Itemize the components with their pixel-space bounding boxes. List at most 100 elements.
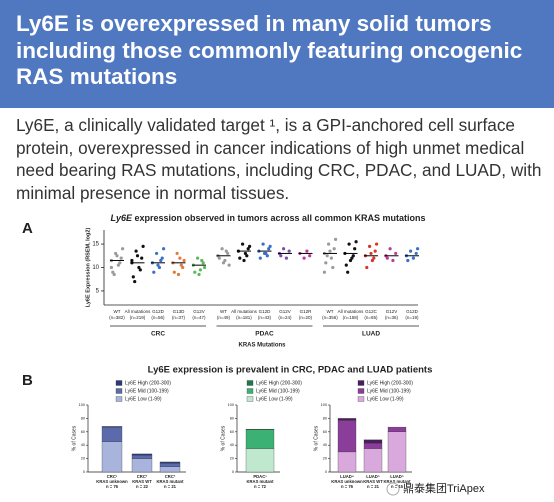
dot: [217, 256, 221, 260]
dot: [344, 263, 348, 267]
bar-segment: [101, 426, 123, 442]
dot: [394, 251, 398, 256]
dot: [196, 256, 200, 260]
dot: [112, 272, 116, 277]
dot: [172, 270, 176, 274]
panel-label: B: [22, 372, 33, 389]
category-name: G13D: [173, 309, 186, 314]
dot: [175, 251, 179, 256]
y-tick-label: 60: [81, 430, 85, 434]
bar-segment: [337, 418, 357, 421]
category-label: n = 21: [367, 484, 380, 489]
dot: [350, 256, 354, 260]
dot: [130, 258, 134, 263]
title-text: expression observed in tumors across all…: [132, 213, 426, 223]
dot: [328, 249, 332, 253]
category-n: (n=19): [405, 315, 419, 320]
category-label: n = 22: [136, 484, 149, 489]
dot: [365, 265, 369, 270]
category-name: G12D: [259, 309, 272, 314]
category-label: KRAS mutant: [157, 479, 185, 484]
category-label: n = 76: [341, 484, 354, 489]
y-axis-label: % of Cases: [313, 425, 319, 451]
dot: [245, 254, 249, 258]
category-label: LUAD⁴: [340, 474, 354, 479]
category-label: KRAS mutant: [247, 479, 275, 484]
dot: [141, 244, 145, 249]
header: Ly6E is overexpressed in many solid tumo…: [0, 0, 554, 108]
dot: [243, 251, 247, 256]
dot: [140, 256, 144, 260]
watermark: 鼎泰集团TriApex: [403, 481, 485, 495]
category-label: KRAS unknown: [96, 479, 128, 484]
y-tick-label: 80: [323, 416, 327, 420]
bar-segment: [101, 426, 123, 428]
category-name: G12V: [279, 309, 291, 314]
y-axis-label: % of Cases: [71, 425, 77, 451]
y-tick-label: 40: [323, 443, 327, 447]
dot: [137, 265, 141, 270]
panel-label: A: [22, 220, 33, 237]
dot: [181, 265, 185, 270]
dot: [331, 265, 335, 270]
category-name: G12C: [365, 309, 378, 314]
category-name: All mutations: [231, 309, 258, 314]
dot: [370, 258, 374, 263]
dot: [268, 244, 272, 249]
category-label: KRAS WT: [363, 479, 383, 484]
legend-label: Ly6E Mid (100-199): [125, 388, 169, 394]
y-tick-label: 40: [230, 443, 234, 447]
dot: [134, 249, 138, 253]
category-label: n = 21: [164, 484, 177, 489]
category-n: (n=65): [364, 315, 378, 320]
category-name: WT: [327, 309, 334, 314]
bar-segment: [131, 458, 153, 473]
dot: [416, 247, 420, 251]
bar-segment: [337, 420, 357, 453]
y-tick-label: 60: [230, 430, 234, 434]
dot: [242, 258, 246, 263]
category-label: LUAD⁵: [390, 474, 404, 479]
category-name: All mutations: [125, 309, 152, 314]
x-axis-label: KRAS Mutations: [239, 343, 287, 349]
category-label: CRC²: [137, 474, 148, 479]
dot: [109, 265, 113, 270]
legend-label: Ly6E Low (1-99): [367, 396, 404, 402]
dot: [121, 247, 125, 251]
dot: [287, 249, 291, 253]
dot: [220, 247, 224, 251]
category-label: n = 15: [391, 484, 404, 489]
category-name: WT: [114, 309, 121, 314]
dot: [267, 247, 271, 251]
category-label: n = 72: [254, 484, 267, 489]
dot: [373, 249, 377, 253]
dot: [224, 249, 228, 253]
dot: [261, 242, 265, 246]
dot: [156, 263, 160, 267]
dot: [227, 263, 231, 267]
y-tick-label: 20: [323, 457, 327, 461]
dot: [115, 254, 119, 258]
dot: [353, 247, 357, 251]
bar-segment: [363, 443, 383, 449]
dot: [302, 256, 306, 260]
dot: [411, 256, 415, 260]
dot: [322, 270, 326, 274]
dot: [332, 247, 336, 251]
legend-swatch: [246, 380, 254, 386]
dot: [372, 256, 376, 260]
dot: [198, 268, 202, 272]
legend-swatch: [357, 396, 365, 402]
bar-segment: [101, 441, 123, 473]
dot: [131, 275, 135, 279]
dot: [348, 258, 353, 263]
dot: [197, 272, 201, 277]
dot: [369, 251, 373, 256]
dot: [279, 254, 283, 258]
y-axis-label: % of Cases: [220, 425, 226, 451]
category-label: CRC²: [165, 474, 176, 479]
y-tick-label: 100: [321, 403, 327, 407]
header-title: Ly6E is overexpressed in many solid tumo…: [16, 11, 523, 89]
